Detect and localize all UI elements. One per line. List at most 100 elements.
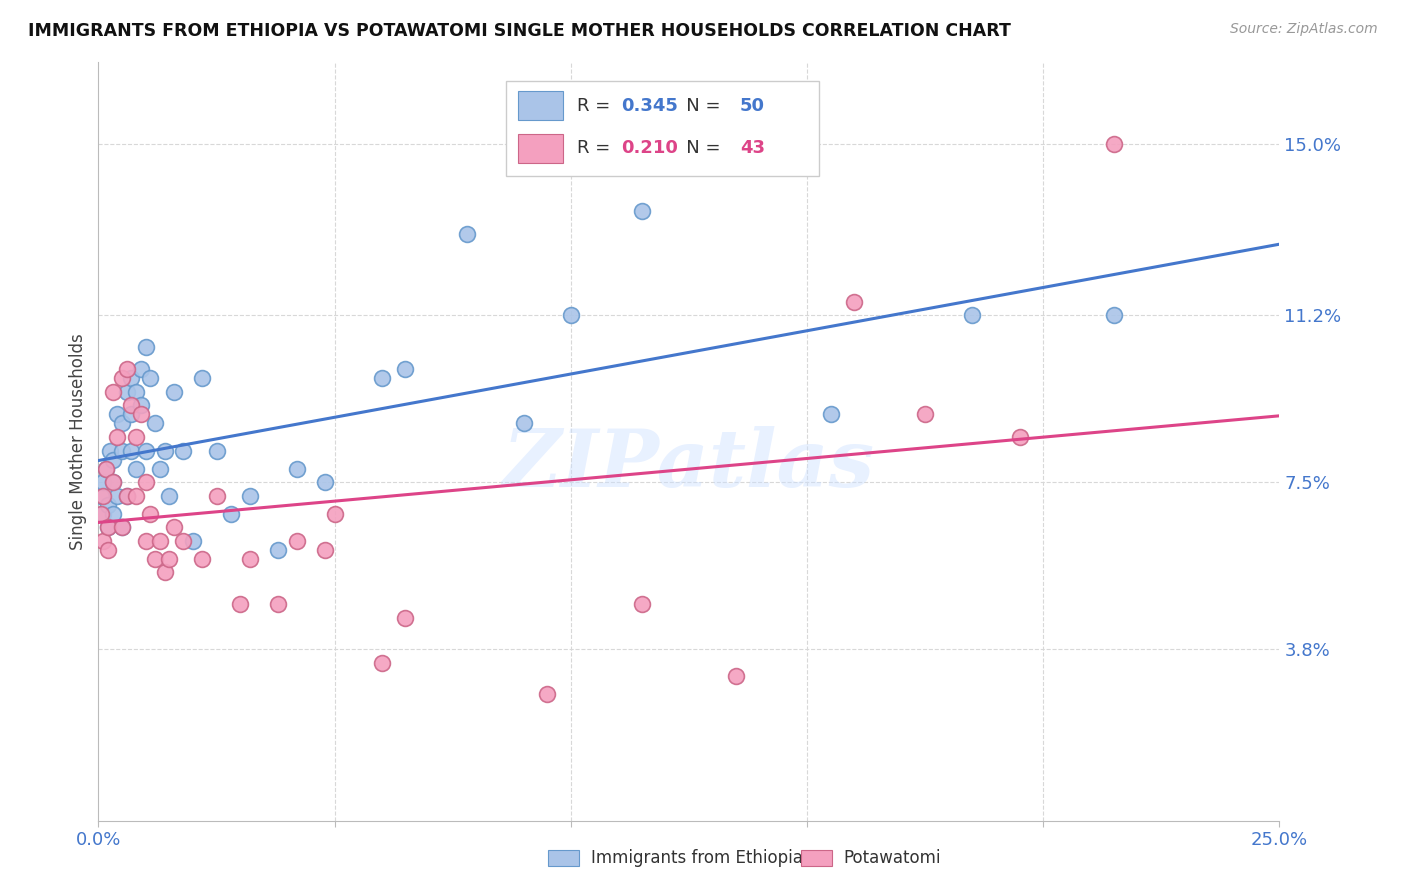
Point bbox=[157, 489, 180, 503]
Point bbox=[149, 533, 172, 548]
Point bbox=[97, 498, 120, 512]
Point bbox=[105, 489, 128, 503]
Point bbox=[115, 362, 138, 376]
Point bbox=[115, 384, 138, 399]
Point bbox=[219, 507, 242, 521]
Point bbox=[111, 443, 134, 458]
Point bbox=[125, 430, 148, 444]
Point bbox=[135, 475, 157, 490]
Point bbox=[129, 408, 152, 422]
Point bbox=[101, 507, 124, 521]
Point bbox=[101, 452, 124, 467]
Text: Immigrants from Ethiopia: Immigrants from Ethiopia bbox=[591, 849, 803, 867]
Point bbox=[560, 308, 582, 322]
Point bbox=[153, 443, 176, 458]
Text: 0.345: 0.345 bbox=[621, 96, 679, 115]
Point bbox=[139, 371, 162, 385]
Point bbox=[143, 417, 166, 431]
Point bbox=[456, 227, 478, 241]
Point bbox=[844, 294, 866, 309]
Point bbox=[172, 533, 194, 548]
Point bbox=[153, 566, 176, 580]
Point bbox=[394, 362, 416, 376]
Point bbox=[536, 687, 558, 701]
Point bbox=[512, 417, 534, 431]
Point bbox=[105, 408, 128, 422]
Point bbox=[94, 461, 117, 475]
Text: N =: N = bbox=[669, 96, 725, 115]
Point bbox=[143, 552, 166, 566]
Point bbox=[125, 384, 148, 399]
Point bbox=[135, 443, 157, 458]
Point bbox=[1102, 308, 1125, 322]
Point bbox=[101, 384, 124, 399]
Point bbox=[97, 520, 120, 534]
Point bbox=[98, 443, 121, 458]
Point bbox=[229, 597, 252, 611]
Point bbox=[135, 533, 157, 548]
Point bbox=[267, 597, 290, 611]
Point bbox=[191, 552, 214, 566]
Point bbox=[914, 408, 936, 422]
Bar bbox=[517, 134, 562, 162]
Point bbox=[157, 552, 180, 566]
Point bbox=[962, 308, 984, 322]
Point bbox=[91, 533, 114, 548]
Bar bbox=[517, 91, 562, 120]
Text: Potawatomi: Potawatomi bbox=[844, 849, 941, 867]
Point bbox=[125, 461, 148, 475]
Point bbox=[111, 417, 134, 431]
Point bbox=[191, 371, 214, 385]
Point bbox=[121, 399, 143, 413]
Y-axis label: Single Mother Households: Single Mother Households bbox=[69, 334, 87, 549]
Point bbox=[121, 443, 143, 458]
Point bbox=[323, 507, 346, 521]
Point bbox=[129, 362, 152, 376]
Point bbox=[285, 533, 308, 548]
Point bbox=[139, 507, 162, 521]
Point bbox=[149, 461, 172, 475]
Point bbox=[394, 610, 416, 624]
Point bbox=[90, 489, 112, 503]
Point bbox=[205, 443, 228, 458]
Point bbox=[820, 408, 842, 422]
Point bbox=[314, 475, 336, 490]
Point bbox=[371, 656, 394, 670]
Text: ZIPatlas: ZIPatlas bbox=[503, 425, 875, 503]
Point bbox=[129, 399, 152, 413]
Point bbox=[205, 489, 228, 503]
Point bbox=[725, 669, 748, 683]
Point bbox=[91, 507, 114, 521]
Point bbox=[285, 461, 308, 475]
Text: N =: N = bbox=[669, 139, 725, 157]
Point bbox=[90, 507, 112, 521]
Point bbox=[135, 340, 157, 354]
Point bbox=[121, 408, 143, 422]
Point bbox=[97, 542, 120, 557]
Point bbox=[1008, 430, 1031, 444]
Point bbox=[314, 542, 336, 557]
Point bbox=[94, 461, 117, 475]
FancyBboxPatch shape bbox=[506, 81, 818, 177]
Point bbox=[163, 384, 186, 399]
Text: R =: R = bbox=[576, 96, 616, 115]
Text: IMMIGRANTS FROM ETHIOPIA VS POTAWATOMI SINGLE MOTHER HOUSEHOLDS CORRELATION CHAR: IMMIGRANTS FROM ETHIOPIA VS POTAWATOMI S… bbox=[28, 22, 1011, 40]
Point bbox=[630, 597, 652, 611]
Text: 0.210: 0.210 bbox=[621, 139, 679, 157]
Point bbox=[239, 489, 262, 503]
Point bbox=[111, 520, 134, 534]
Point bbox=[97, 520, 120, 534]
Point bbox=[101, 475, 124, 490]
Point bbox=[101, 475, 124, 490]
Text: Source: ZipAtlas.com: Source: ZipAtlas.com bbox=[1230, 22, 1378, 37]
Point bbox=[121, 371, 143, 385]
Point bbox=[115, 489, 138, 503]
Point bbox=[91, 489, 114, 503]
Point bbox=[125, 489, 148, 503]
Text: R =: R = bbox=[576, 139, 616, 157]
Point bbox=[239, 552, 262, 566]
Point bbox=[267, 542, 290, 557]
Text: 43: 43 bbox=[740, 139, 765, 157]
Point bbox=[371, 371, 394, 385]
Point bbox=[1102, 136, 1125, 151]
